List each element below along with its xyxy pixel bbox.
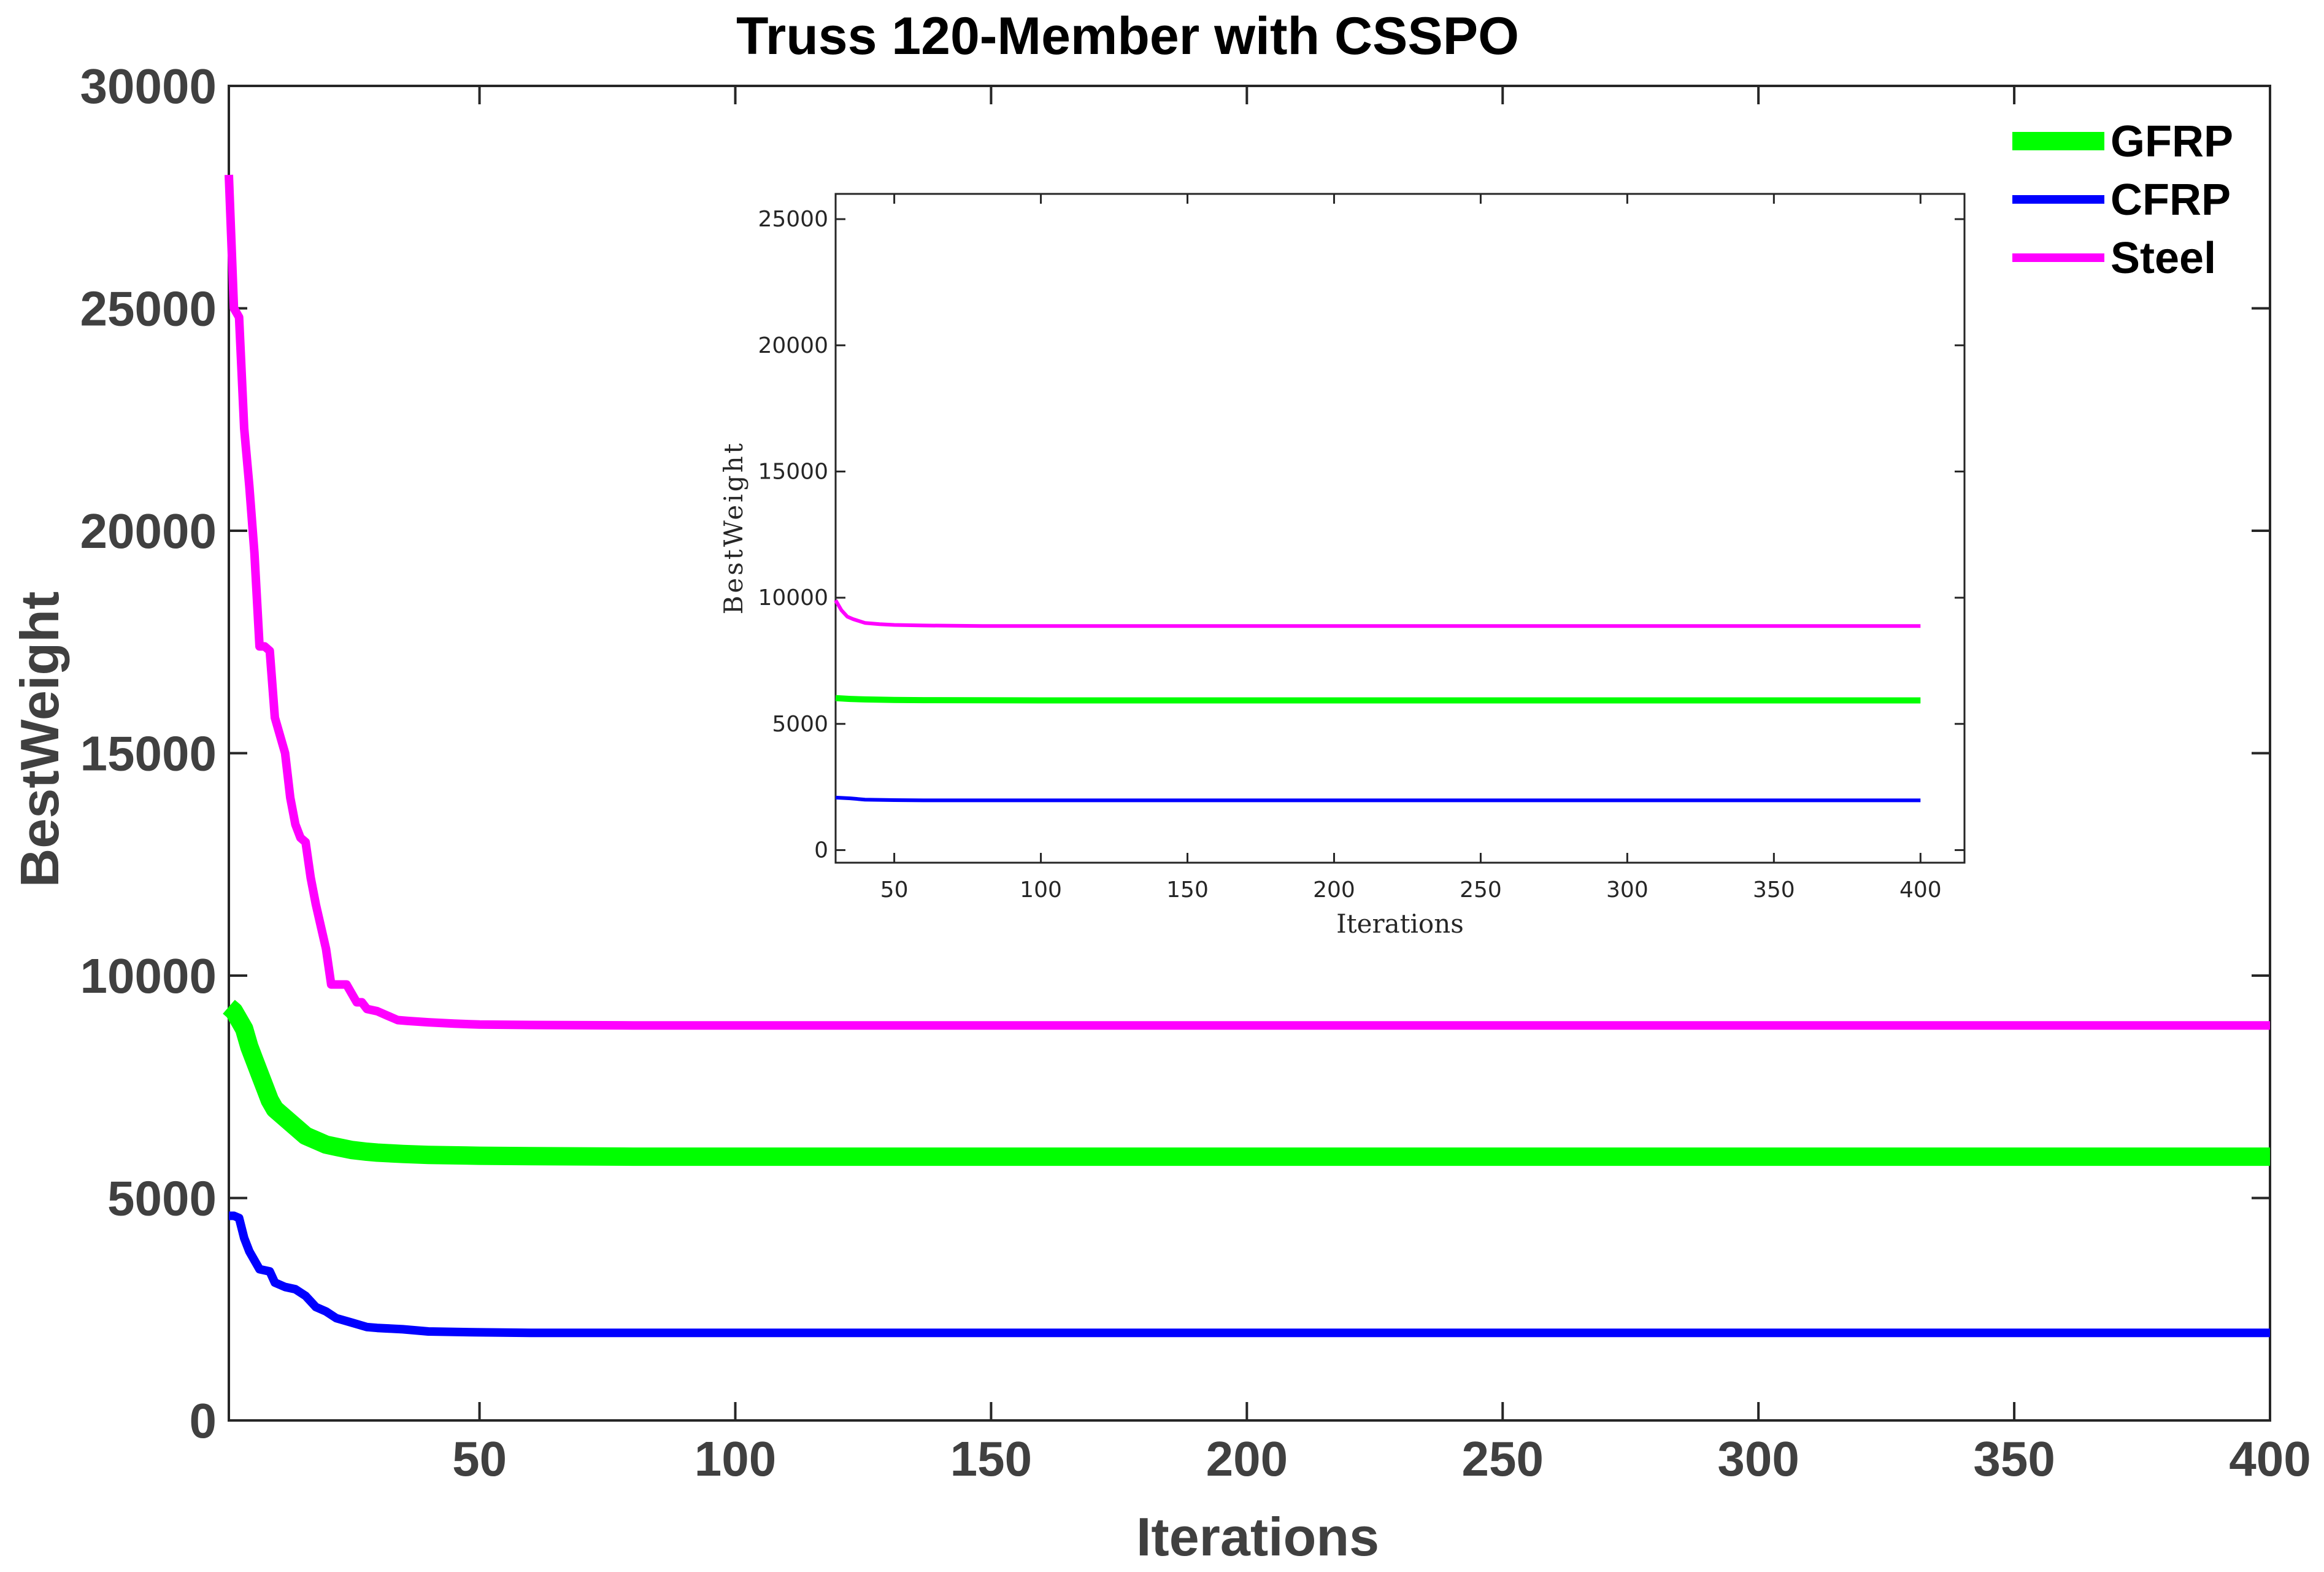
main-y-tick-label: 10000 [80, 949, 217, 1003]
inset-x-tick-label: 400 [1899, 877, 1942, 903]
chart-title: Truss 120-Member with CSSPO [736, 7, 1519, 66]
inset-y-tick-label: 5000 [772, 712, 828, 737]
x-axis-label: Iterations [1136, 1506, 1379, 1567]
inset-series-line-s0 [835, 695, 1921, 704]
legend-label-steel: Steel [2110, 234, 2216, 283]
inset-series-line-s2 [834, 599, 1921, 628]
inset-plot-area: 50 100 150 200 250 300 350 400 0 5000 10000 15000 20… [758, 193, 1966, 903]
inset-y-tick-label: 25000 [758, 207, 828, 232]
inset-ticks: 50 100 150 200 250 300 350 400 0 5000 10000 15000 20… [758, 194, 1964, 903]
inset-x-tick-label: 200 [1313, 877, 1355, 903]
inset-x-tick-label: 350 [1753, 877, 1795, 903]
main-x-tick-label: 350 [1973, 1431, 2055, 1486]
inset-x-tick-label: 150 [1166, 877, 1209, 903]
inset-x-axis-label: Iterations [1336, 909, 1464, 939]
inset-series [834, 599, 1921, 803]
main-x-tick-label: 150 [950, 1431, 1032, 1486]
legend-label-gfrp: GFRP [2110, 117, 2233, 166]
inset-y-tick-label: 20000 [758, 333, 828, 358]
legend-label-cfrp: CFRP [2110, 175, 2231, 225]
inset-y-tick-label: 10000 [758, 585, 828, 611]
main-y-tick-label: 15000 [80, 726, 217, 781]
main-ticks: 50 100 150 200 250 300 350 400 0 5000 10000 15000 20… [80, 59, 2311, 1486]
y-axis-label: BestWeight [9, 591, 70, 887]
main-x-tick-label: 50 [452, 1431, 507, 1486]
main-series-line-cfrp [229, 1211, 2270, 1338]
inset-x-tick-label: 300 [1606, 877, 1649, 903]
inset-y-tick-label: 0 [814, 838, 828, 863]
main-x-tick-label: 300 [1717, 1431, 1799, 1486]
main-x-tick-label: 250 [1462, 1431, 1544, 1486]
inset-axes-box [834, 193, 1966, 864]
main-y-tick-label: 20000 [80, 504, 217, 558]
main-y-tick-label: 30000 [80, 59, 217, 114]
main-series-line-gfrp [223, 1000, 2270, 1166]
main-series-line-steel [225, 174, 2270, 1030]
inset-y-axis-label: BestWeight [718, 441, 748, 615]
main-y-tick-label: 25000 [80, 282, 217, 336]
main-x-tick-label: 400 [2229, 1431, 2311, 1486]
main-y-tick-label: 5000 [107, 1171, 217, 1226]
main-series [223, 174, 2270, 1338]
inset-series-line-s1 [835, 795, 1921, 803]
inset-y-tick-label: 15000 [758, 459, 828, 484]
inset-x-tick-label: 100 [1020, 877, 1062, 903]
inset-x-tick-label: 50 [880, 877, 909, 903]
main-x-tick-label: 200 [1206, 1431, 1288, 1486]
main-y-tick-label: 0 [190, 1393, 217, 1448]
inset-x-tick-label: 250 [1460, 877, 1502, 903]
legend: GFRP CFRP Steel [2012, 117, 2233, 283]
main-x-tick-label: 100 [695, 1431, 776, 1486]
